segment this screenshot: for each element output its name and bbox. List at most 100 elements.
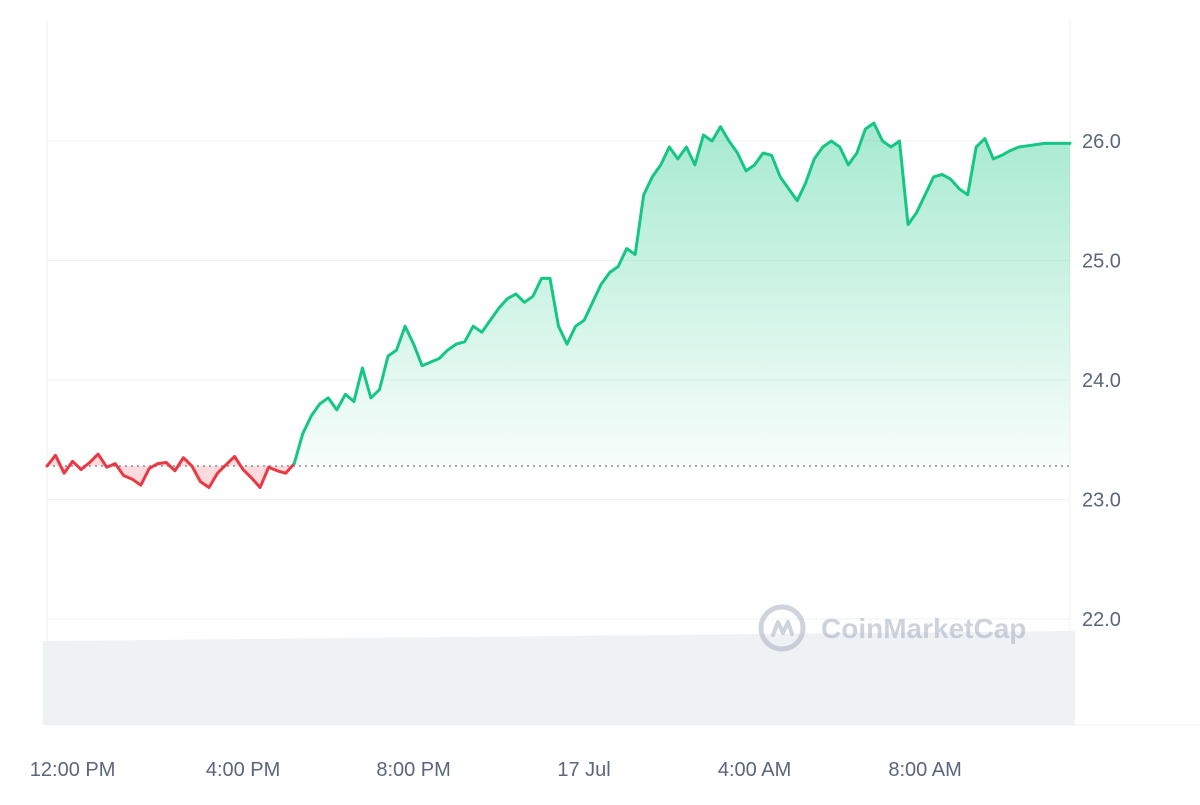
watermark-brand-text: CoinMarketCap xyxy=(821,613,1026,644)
volume-bar-12 xyxy=(145,640,155,725)
volume-bar-117 xyxy=(1040,631,1050,725)
volume-bar-39 xyxy=(375,637,385,725)
x-tick-label: 8:00 AM xyxy=(888,759,961,781)
volume-bar-85 xyxy=(767,633,777,725)
volume-bar-76 xyxy=(690,634,700,725)
volume-bar-38 xyxy=(366,637,376,725)
volume-bar-2 xyxy=(59,640,69,725)
volume-bar-78 xyxy=(707,634,717,725)
volume-bar-87 xyxy=(784,633,794,725)
volume-bar-1 xyxy=(51,640,61,725)
volume-bar-108 xyxy=(963,632,973,725)
volume-bar-29 xyxy=(289,638,300,725)
volume-bar-61 xyxy=(562,635,572,725)
volume-bar-63 xyxy=(579,635,589,725)
volume-bar-23 xyxy=(238,639,248,725)
volume-bar-45 xyxy=(426,637,436,725)
volume-bar-14 xyxy=(162,639,172,725)
down-area xyxy=(47,454,295,488)
volume-bar-120 xyxy=(1065,631,1075,725)
volume-bar-21 xyxy=(221,639,231,725)
volume-bar-33 xyxy=(324,638,334,725)
volume-bar-95 xyxy=(852,633,862,725)
y-tick-label: 25.0 xyxy=(1082,251,1121,273)
watermark: CoinMarketCap xyxy=(758,604,1026,652)
volume-bar-19 xyxy=(204,639,214,725)
volume-bar-112 xyxy=(997,631,1007,725)
volume-bar-101 xyxy=(903,632,913,725)
volume-bar-25 xyxy=(255,638,265,725)
volume-bar-100 xyxy=(895,632,905,725)
volume-bar-50 xyxy=(468,636,479,725)
volume-bar-32 xyxy=(315,638,325,725)
volume-bar-0 xyxy=(42,641,52,725)
volume-bar-49 xyxy=(460,636,470,725)
volume-bar-18 xyxy=(196,639,206,725)
volume-bar-52 xyxy=(486,636,496,725)
volume-bar-34 xyxy=(332,638,342,725)
volume-bar-46 xyxy=(434,637,445,725)
volume-bar-111 xyxy=(989,631,999,725)
volume-bar-60 xyxy=(554,636,564,725)
volume-bar-109 xyxy=(971,631,982,725)
volume-bar-80 xyxy=(724,634,734,725)
price-line-down xyxy=(45,452,296,489)
volume-bar-116 xyxy=(1031,631,1041,725)
volume-bar-77 xyxy=(699,634,709,725)
volume-bar-48 xyxy=(451,637,462,725)
volume-bar-20 xyxy=(213,639,223,725)
volume-bar-88 xyxy=(792,633,803,725)
volume-bar-42 xyxy=(400,637,410,725)
volume-bar-69 xyxy=(630,635,641,725)
y-tick-label: 24.0 xyxy=(1082,370,1121,392)
volume-bar-26 xyxy=(264,638,274,725)
volume-bar-91 xyxy=(818,633,828,725)
coinmarketcap-logo-icon xyxy=(758,604,806,652)
volume-bar-64 xyxy=(588,635,598,725)
y-axis-ticks: 22.0 23.0 24.0 25.0 26.0 xyxy=(1082,131,1121,631)
volume-bar-17 xyxy=(187,639,197,725)
volume-bar-82 xyxy=(741,634,751,725)
volume-bar-113 xyxy=(1006,631,1016,725)
x-axis-ticks: 12:00 PM 4:00 PM 8:00 PM 17 Jul 4:00 AM 8:00 … xyxy=(30,759,962,781)
volume-bar-96 xyxy=(861,633,871,725)
volume-bar-105 xyxy=(937,632,947,725)
volume-bar-84 xyxy=(758,634,768,725)
volume-bar-27 xyxy=(272,638,283,725)
volume-bar-22 xyxy=(230,639,240,725)
volume-bar-37 xyxy=(358,637,368,725)
volume-bar-4 xyxy=(76,640,86,725)
volume-bar-66 xyxy=(605,635,615,725)
volume-bar-7 xyxy=(102,640,112,725)
volume-bar-98 xyxy=(878,632,888,725)
volume-bar-47 xyxy=(443,637,453,725)
volume-bar-6 xyxy=(93,640,104,725)
volume-bar-51 xyxy=(477,636,487,725)
volume-bar-65 xyxy=(596,635,606,725)
volume-bar-24 xyxy=(247,639,257,725)
volume-bar-53 xyxy=(494,636,504,725)
price-area xyxy=(47,123,1070,488)
volume-bar-67 xyxy=(613,635,624,725)
volume-bar-83 xyxy=(750,634,760,725)
volume-bar-107 xyxy=(954,632,965,725)
volume-bar-99 xyxy=(886,632,896,725)
volume-bar-10 xyxy=(127,640,138,725)
volume-bar-71 xyxy=(648,635,658,725)
volume-bar-54 xyxy=(503,636,513,725)
volume-bar-35 xyxy=(341,638,351,725)
volume-bar-93 xyxy=(835,633,845,725)
volume-bar-31 xyxy=(307,638,317,725)
volume-bar-115 xyxy=(1023,631,1033,725)
volume-bar-75 xyxy=(682,634,692,725)
volume-bar-43 xyxy=(409,637,419,725)
volume-bar-72 xyxy=(656,635,666,725)
price-line-up xyxy=(292,121,1072,466)
y-tick-label: 23.0 xyxy=(1082,490,1121,512)
volume-bars xyxy=(42,631,1075,725)
volume-bar-104 xyxy=(929,632,939,725)
volume-bar-57 xyxy=(528,636,538,725)
volume-bar-58 xyxy=(537,636,547,725)
